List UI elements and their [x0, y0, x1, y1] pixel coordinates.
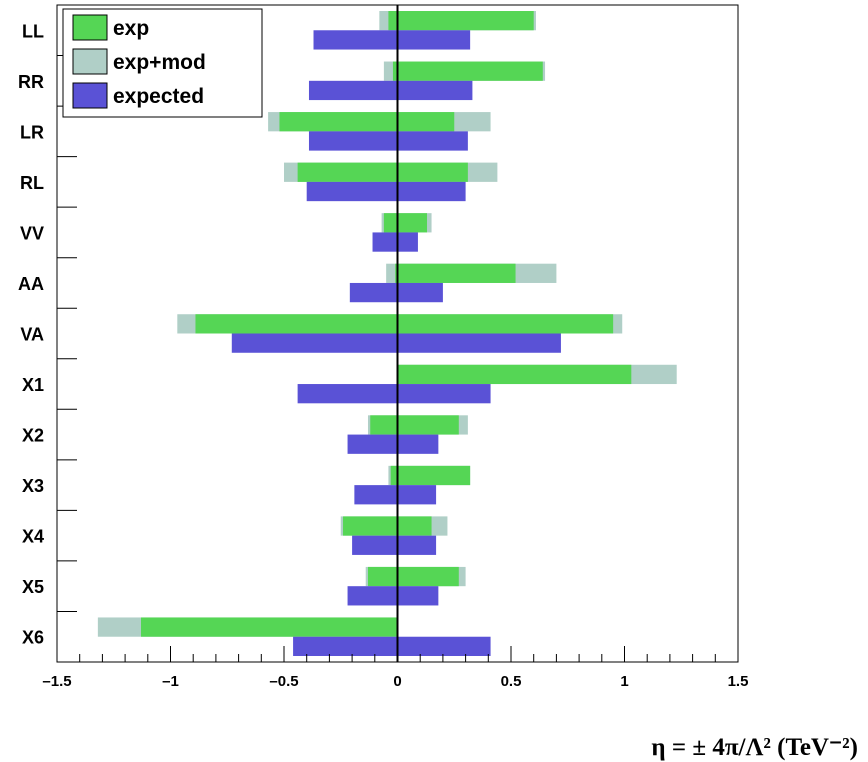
bar-exp-x2	[370, 415, 459, 435]
category-label-va: VA	[20, 325, 44, 345]
legend-swatch-expected	[72, 82, 108, 109]
bar-expected-x6	[293, 636, 491, 656]
bar-expected-rr	[308, 80, 473, 101]
category-labels: LL RR LR RL VV AA VA X1 X2 X3 X4 X5 X6	[18, 21, 44, 647]
bar-exp-x4	[343, 516, 432, 536]
category-label-vv: VV	[20, 223, 44, 243]
legend-swatch-exp	[72, 14, 108, 41]
x-tick-label: 1	[620, 673, 628, 690]
category-label-ll: LL	[22, 21, 44, 41]
bar-expected-ll	[313, 30, 471, 50]
category-label-x6: X6	[22, 628, 44, 648]
bar-exp-x1	[397, 364, 632, 385]
bar-exp-x3	[390, 465, 471, 486]
bar-expected-aa	[349, 282, 443, 303]
category-label-x1: X1	[22, 375, 44, 395]
bar-exp-rl	[297, 162, 468, 182]
bar-exp-rr	[392, 61, 543, 81]
bars-layer	[97, 11, 677, 656]
bar-expected-lr	[308, 131, 468, 151]
category-label-x2: X2	[22, 426, 44, 446]
x-tick-label: –0.5	[269, 673, 298, 690]
bar-expected-x1	[297, 384, 491, 404]
x-tick-label: –1.5	[42, 673, 71, 690]
bar-expected-vv	[372, 232, 418, 252]
x-tick-label: 0	[393, 673, 401, 690]
legend-label-exp-mod: exp+mod	[113, 51, 206, 74]
bar-exp-ll	[388, 11, 534, 31]
category-label-lr: LR	[20, 122, 44, 142]
x-tick-label: –1	[162, 673, 179, 690]
category-label-aa: AA	[18, 274, 44, 294]
x-axis-label-text: η = ± 4π/Λ² (TeV⁻²)	[651, 734, 858, 761]
category-label-x4: X4	[22, 527, 44, 547]
bar-expected-va	[231, 333, 561, 353]
category-label-rl: RL	[20, 173, 44, 193]
bar-exp-lr	[279, 112, 455, 132]
category-label-x3: X3	[22, 476, 44, 496]
x-tick-label: 1.5	[728, 673, 749, 690]
bar-expected-x5	[347, 586, 439, 606]
legend-swatch-exp-mod	[72, 48, 108, 75]
bar-exp-x5	[367, 566, 459, 587]
bar-expected-rl	[306, 181, 466, 202]
x-axis-ticks: –1.5 –1 –0.5 0 0.5 1 1.5	[42, 646, 748, 690]
bar-expected-x3	[354, 485, 437, 505]
bar-exp-vv	[383, 213, 428, 233]
bar-expected-x2	[347, 434, 439, 454]
bar-exp-va	[195, 314, 614, 334]
legend: exp exp+mod expected	[62, 8, 263, 118]
legend-label-expected: expected	[113, 85, 204, 108]
bar-exp-aa	[395, 263, 516, 283]
x-axis-label: η = ± 4π/Λ² (TeV⁻²)	[651, 734, 858, 761]
category-label-x5: X5	[22, 577, 44, 597]
x-tick-label: 0.5	[501, 673, 522, 690]
bar-expected-x4	[352, 535, 437, 555]
legend-label-exp: exp	[113, 17, 149, 40]
category-label-rr: RR	[18, 72, 44, 92]
bar-exp-x6	[140, 617, 398, 637]
